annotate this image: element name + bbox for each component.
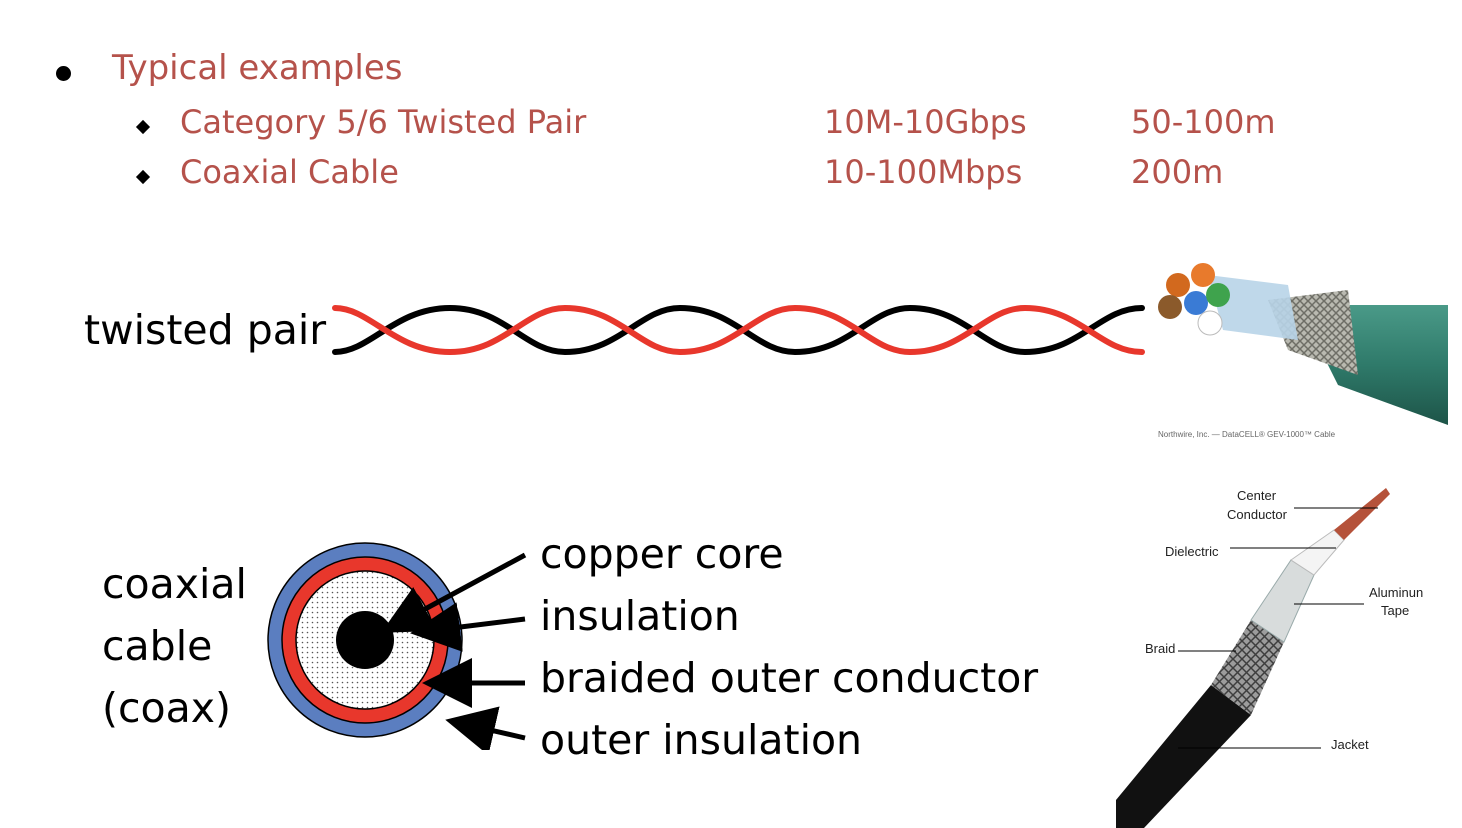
bullet-dot	[56, 66, 71, 81]
row-1-name: Category 5/6 Twisted Pair	[180, 103, 587, 141]
layer-outer-insulation: outer insulation	[540, 716, 863, 764]
row-1-rate: 10M-10Gbps	[824, 103, 1027, 141]
coax-photo-center-2: Conductor	[1227, 507, 1287, 522]
row-2-distance: 200m	[1131, 153, 1224, 191]
row-1-distance: 50-100m	[1131, 103, 1276, 141]
red-wire	[332, 304, 1145, 356]
twisted-photo-caption: Northwire, Inc. — DataCELL® GEV-1000™ Ca…	[1158, 430, 1336, 439]
black-wire	[332, 304, 1145, 356]
twisted-pair-cable-photo	[1158, 263, 1448, 425]
coax-photo-jacket: Jacket	[1331, 737, 1369, 752]
coax-label-line-3: (coax)	[102, 684, 232, 732]
coax-photo-dielectric: Dielectric	[1165, 544, 1219, 559]
twisted-pair-wires	[332, 304, 1145, 356]
coax-photo-braid: Braid	[1145, 641, 1176, 656]
copper-core	[336, 611, 394, 669]
bullet-diamond-1	[135, 119, 151, 135]
bullet-diamond-2	[135, 169, 151, 185]
twisted-pair-label: twisted pair	[84, 306, 327, 354]
coax-label-line-2: cable	[102, 622, 213, 670]
row-2-name: Coaxial Cable	[180, 153, 399, 191]
coax-cable-photo	[1116, 470, 1436, 828]
layer-insulation: insulation	[540, 592, 740, 640]
coax-photo-aluminum-1: Aluminun	[1369, 585, 1424, 600]
coax-cross-section	[267, 542, 527, 750]
layer-braided-outer-conductor: braided outer conductor	[540, 654, 1039, 702]
layer-copper-core: copper core	[540, 530, 784, 578]
coax-label-line-1: coaxial	[102, 560, 247, 608]
list-heading: Typical examples	[112, 48, 403, 88]
coax-photo-aluminum-2: Tape	[1381, 603, 1410, 618]
row-2-rate: 10-100Mbps	[824, 153, 1023, 191]
coax-photo-center-1: Center	[1237, 488, 1277, 503]
